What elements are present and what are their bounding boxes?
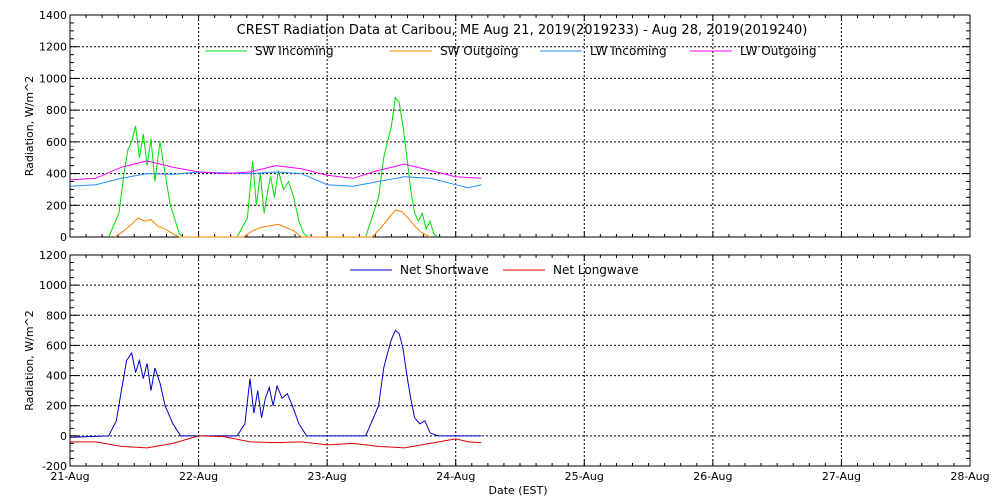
y-tick-label: 1200	[39, 249, 67, 262]
x-tick-label: 23-Aug	[308, 470, 347, 483]
x-tick-label: 27-Aug	[822, 470, 861, 483]
x-tick-label: 21-Aug	[50, 470, 89, 483]
x-tick-label: 26-Aug	[693, 470, 732, 483]
y-tick-label: 800	[46, 309, 67, 322]
series-line-sw-outgoing	[114, 209, 431, 238]
y-tick-label: 400	[46, 370, 67, 383]
y-tick-label: 0	[60, 231, 67, 244]
legend-entry-lw-incoming: LW Incoming	[590, 44, 667, 58]
y-axis-label: Radiation, W/m^2	[23, 76, 36, 177]
x-tick-label: 22-Aug	[179, 470, 218, 483]
series-line-sw-incoming	[108, 96, 439, 238]
series-line-lw-incoming	[69, 171, 482, 189]
bottom-panel: -200 0 200 400 600 800 1000 1200 Radiation, W/m^…	[23, 249, 990, 483]
y-tick-label: 200	[46, 199, 67, 212]
y-tick-label: 400	[46, 168, 67, 181]
top-panel: 0 200 400 600 800 1000 1200 1400 Radiation, W/m^…	[23, 9, 971, 244]
y-tick-label: 1000	[39, 72, 67, 85]
y-tick-label: 1200	[39, 41, 67, 54]
y-tick-label: 1000	[39, 279, 67, 292]
legend-entry-net-shortwave: Net Shortwave	[400, 263, 489, 277]
x-axis-label: Date (EST)	[488, 484, 547, 497]
y-axis-label: Radiation, W/m^2	[23, 310, 36, 411]
series-line-lw-outgoing	[69, 160, 482, 181]
y-tick-label: 1400	[39, 9, 67, 22]
chart-title: CREST Radiation Data at Caribou, ME Aug …	[237, 23, 808, 38]
y-tick-label: 600	[46, 136, 67, 149]
legend-entry-sw-incoming: SW Incoming	[255, 44, 334, 58]
y-tick-label: 200	[46, 400, 67, 413]
legend-entry-net-longwave: Net Longwave	[553, 263, 639, 277]
x-tick-label: 28-Aug	[950, 470, 989, 483]
legend-entry-sw-outgoing: SW Outgoing	[440, 44, 519, 58]
y-tick-label: 0	[60, 430, 67, 443]
y-tick-label: 600	[46, 339, 67, 352]
legend-entry-lw-outgoing: LW Outgoing	[740, 44, 817, 58]
series-line-net-longwave	[70, 435, 482, 449]
series-line-net-shortwave	[69, 329, 482, 438]
y-tick-label: -200	[42, 460, 67, 473]
x-tick-label: 25-Aug	[565, 470, 604, 483]
x-tick-label: 24-Aug	[436, 470, 475, 483]
y-tick-label: 800	[46, 104, 67, 117]
